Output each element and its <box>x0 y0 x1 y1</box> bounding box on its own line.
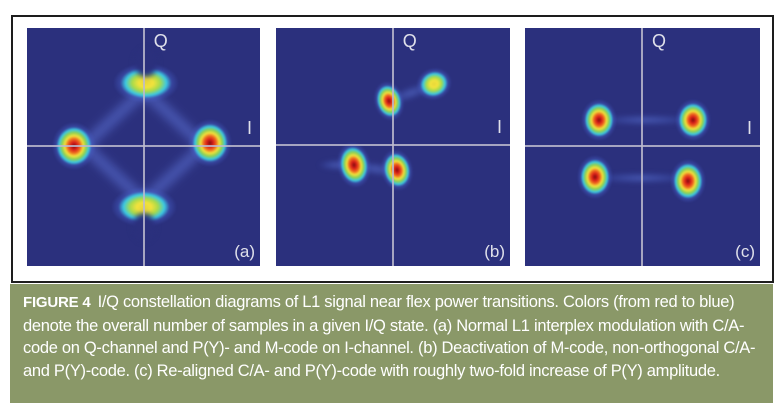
constellation-panel-b: Q I (b) <box>276 28 510 266</box>
density-streak <box>595 113 696 126</box>
panel-label: (b) <box>484 242 505 261</box>
density-cluster <box>188 119 233 168</box>
i-axis-line <box>27 144 260 147</box>
figure-panels-frame: Q I (a) Q I (b) Q I (c) <box>11 15 774 283</box>
y-axis-label: Q <box>652 31 667 51</box>
q-axis-line <box>142 28 145 266</box>
i-axis-line <box>525 145 760 148</box>
density-cluster <box>377 146 418 194</box>
density-cluster <box>411 63 457 106</box>
density-cluster <box>333 139 375 191</box>
panel-label: (a) <box>234 242 255 261</box>
panel-label: (c) <box>735 242 755 261</box>
x-axis-label: I <box>496 117 502 138</box>
constellation-panel-a: Q I (a) <box>27 28 260 266</box>
constellation-panel-c: Q I (c) <box>525 28 760 266</box>
figure-caption-band: FIGURE 4 I/Q constellation diagrams of L1… <box>10 284 773 403</box>
i-axis-line <box>276 144 510 147</box>
x-axis-label: I <box>746 118 752 139</box>
y-axis-label: Q <box>153 31 168 51</box>
figure-caption-text: I/Q constellation diagrams of L1 signal … <box>23 293 756 380</box>
density-cluster <box>674 98 711 141</box>
x-axis-label: I <box>246 117 252 138</box>
y-axis-label: Q <box>402 31 417 51</box>
figure-caption: FIGURE 4 I/Q constellation diagrams of L1… <box>10 284 773 382</box>
density-cluster <box>669 158 706 203</box>
density-cluster <box>369 77 409 125</box>
crescent-notch <box>132 46 160 81</box>
density-cluster <box>577 154 614 199</box>
q-axis-line <box>391 28 394 266</box>
density-cluster <box>580 98 617 141</box>
figure-caption-label: FIGURE 4 <box>23 294 91 311</box>
